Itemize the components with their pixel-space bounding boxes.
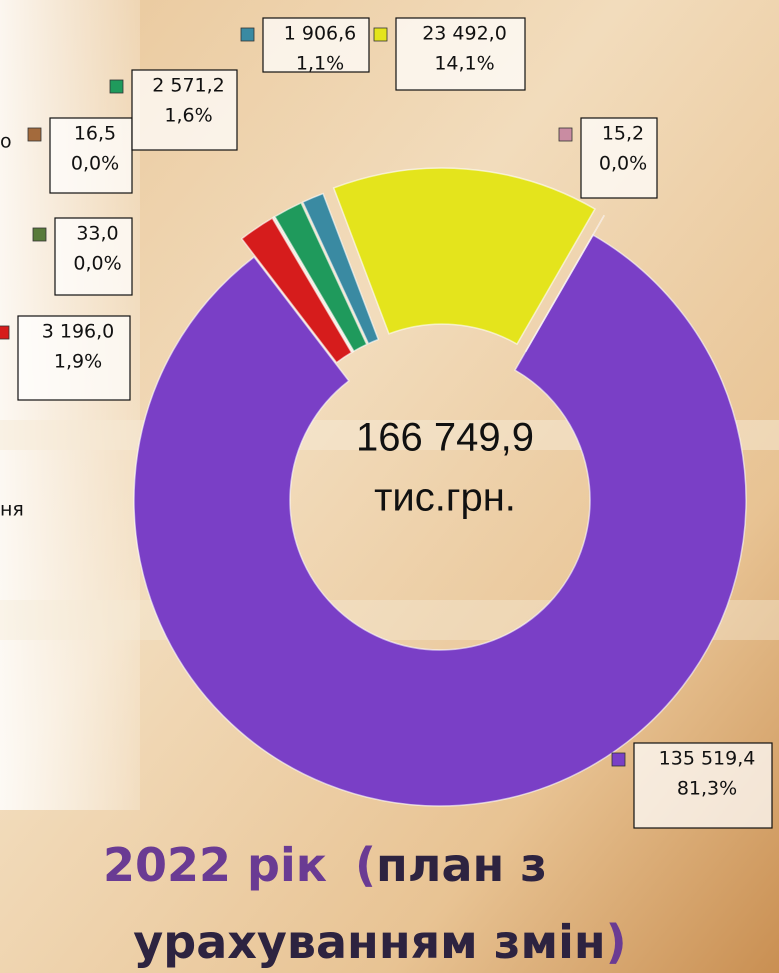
slice: [332, 167, 596, 346]
share-label: 0,0%: [73, 253, 121, 275]
label-box: [49, 117, 133, 194]
value-label: 135 519,4: [659, 748, 756, 770]
share-label: 0,0%: [71, 153, 119, 175]
legend-marker: [611, 752, 626, 767]
share-label: 1,9%: [54, 351, 102, 373]
slice: [524, 214, 606, 353]
share-label: 81,3%: [677, 778, 737, 800]
share-label: 14,1%: [434, 53, 494, 75]
title-year: 2022 рік: [103, 838, 327, 892]
slice: [273, 201, 368, 353]
value-label: 33,0: [76, 223, 118, 245]
value-label: 1 906,6: [284, 23, 357, 45]
unit-label: тис.грн.: [374, 476, 516, 520]
label-box: [395, 17, 526, 91]
legend-marker: [0, 325, 10, 340]
title-text: план з: [376, 838, 547, 892]
title-paren: ): [606, 915, 627, 969]
value-label: 16,5: [74, 123, 116, 145]
total-label: 166 749,9: [356, 416, 534, 460]
label-box: [54, 217, 133, 296]
legend-marker: [373, 27, 388, 42]
value-label: 15,2: [602, 123, 644, 145]
label-box: [262, 17, 370, 73]
slice: [240, 217, 353, 364]
label-box: [580, 117, 658, 199]
fragment: о: [0, 131, 12, 153]
chart-title: урахуванням змін): [133, 915, 626, 969]
share-label: 1,6%: [164, 105, 212, 127]
share-label: 1,1%: [296, 53, 344, 75]
value-label: 23 492,0: [422, 23, 507, 45]
legend-marker: [558, 127, 573, 142]
slice: [133, 233, 747, 807]
fragment: ня: [0, 499, 24, 521]
title-paren: (: [355, 838, 376, 892]
legend-marker: [32, 227, 47, 242]
slice: [272, 216, 354, 353]
label-box: [17, 315, 131, 401]
value-label: 2 571,2: [152, 75, 225, 97]
label-box: [131, 69, 238, 151]
legend-marker: [109, 79, 124, 94]
legend-marker: [27, 127, 42, 142]
value-label: 3 196,0: [42, 321, 115, 343]
title-text: урахуванням змін: [133, 915, 605, 969]
chart-title: 2022 рік (план з: [103, 838, 547, 892]
legend-marker: [240, 27, 255, 42]
label-box: [633, 742, 773, 829]
share-label: 0,0%: [599, 153, 647, 175]
slice: [301, 192, 380, 345]
